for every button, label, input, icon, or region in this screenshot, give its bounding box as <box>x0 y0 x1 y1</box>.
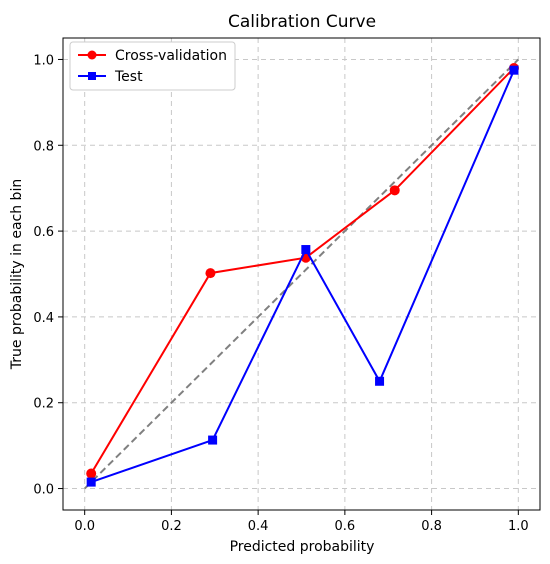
y-tick-label: 0.8 <box>33 139 54 154</box>
series-layer <box>86 63 519 487</box>
legend-marker-cross-validation <box>87 50 97 60</box>
x-tick-label: 0.4 <box>248 519 269 534</box>
plot-frame <box>62 37 541 511</box>
y-tick-label: 0.2 <box>33 397 54 412</box>
y-tick-label: 0.4 <box>33 311 54 326</box>
data-point-test <box>375 376 385 386</box>
x-tick-label: 0.8 <box>421 519 442 534</box>
x-tick-label: 0.0 <box>74 519 95 534</box>
y-tick-label: 0.0 <box>33 483 54 498</box>
legend-label-cross-validation: Cross-validation <box>115 48 227 64</box>
legend-frame <box>69 41 236 91</box>
data-point-test <box>86 477 96 487</box>
data-point-test <box>208 435 218 445</box>
data-point-cross-validation <box>389 185 400 196</box>
x-axis-ticks: 0.0 0.2 0.4 0.6 0.8 1.0 <box>74 510 529 534</box>
data-point-test <box>301 245 311 255</box>
legend: Cross-validation Test <box>69 41 236 91</box>
chart-title: Calibration Curve <box>228 12 376 32</box>
data-point-cross-validation <box>86 468 97 479</box>
y-axis-label: True probability in each bin <box>9 179 25 370</box>
data-point-cross-validation <box>205 268 216 279</box>
y-tick-label: 0.6 <box>33 225 54 240</box>
y-axis-ticks: 0.0 0.2 0.4 0.6 0.8 1.0 <box>33 53 63 498</box>
x-tick-label: 0.6 <box>335 519 356 534</box>
reference-line-layer <box>83 58 520 490</box>
series-line-cross-validation <box>90 67 515 475</box>
grid <box>63 38 540 510</box>
y-tick-label: 1.0 <box>33 53 54 68</box>
legend-marker-test <box>88 72 96 80</box>
x-tick-label: 0.2 <box>161 519 182 534</box>
reference-line <box>83 58 520 490</box>
x-tick-label: 1.0 <box>508 519 529 534</box>
data-point-test <box>509 65 519 75</box>
legend-label-test: Test <box>114 69 143 85</box>
x-axis-label: Predicted probability <box>230 539 375 555</box>
